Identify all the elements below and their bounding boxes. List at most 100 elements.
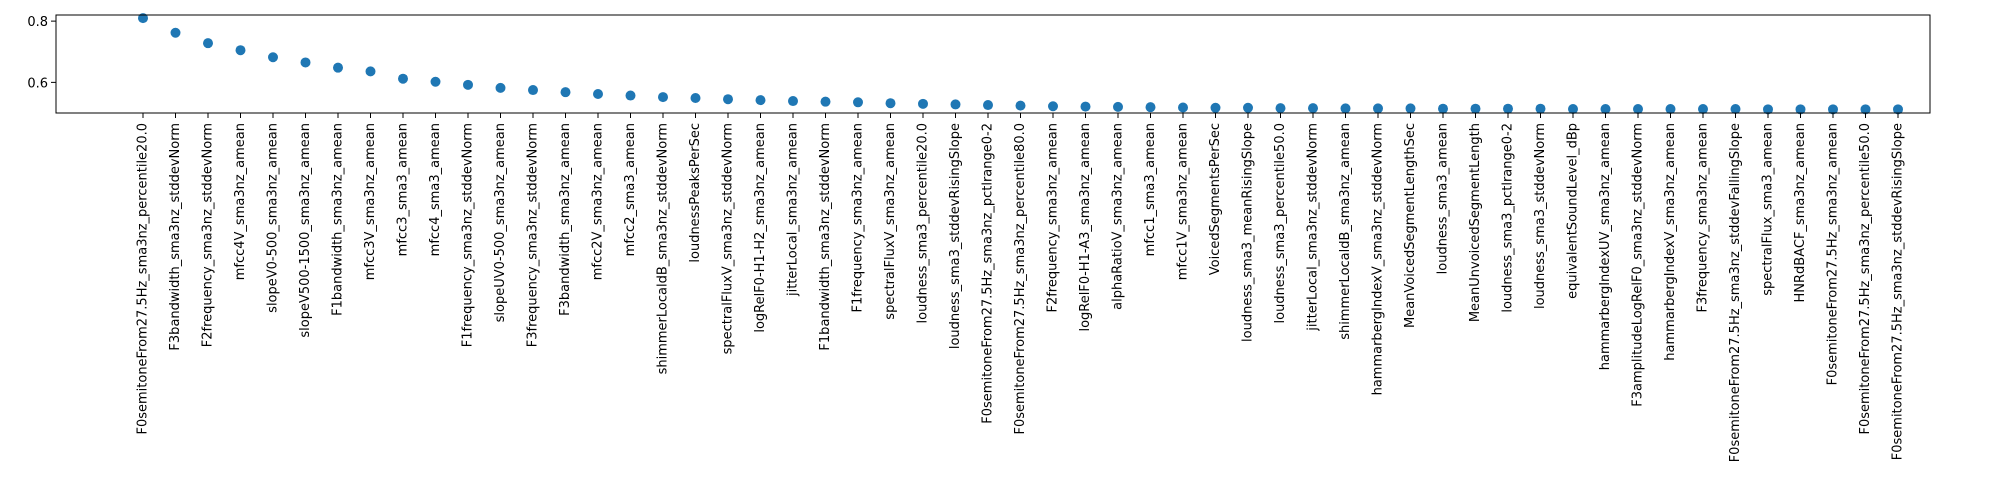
x-tick-label: hammarbergIndexV_sma3nz_amean (1663, 123, 1678, 361)
data-point (528, 85, 538, 96)
data-point (1795, 104, 1806, 115)
data-point (1763, 104, 1773, 115)
data-point (983, 100, 993, 111)
x-tick-label: mfcc1_sma3_amean (1143, 123, 1158, 256)
data-point (1438, 103, 1448, 114)
x-tick-label: F1frequency_sma3nz_amean (851, 123, 866, 313)
x-tick-label: HNRdBACF_sma3nz_amean (1793, 123, 1808, 303)
data-point (268, 52, 278, 63)
x-tick-label: shimmerLocaldB_sma3nz_amean (1338, 123, 1353, 340)
data-point (950, 99, 961, 110)
x-tick-label: hammarbergIndexV_sma3nz_stddevNorm (1371, 123, 1386, 395)
x-tick-label: spectralFluxV_sma3nz_stddevNorm (721, 123, 736, 354)
data-point (885, 98, 896, 109)
data-point (1178, 102, 1188, 113)
x-tick-label: loudness_sma3_stddevNorm (1533, 123, 1548, 309)
x-tick-label: F3frequency_sma3nz_amean (1696, 123, 1711, 313)
data-point (138, 13, 148, 24)
x-tick-label: mfcc4_sma3_amean (428, 123, 443, 256)
x-tick-label: F1frequency_sma3nz_stddevNorm (461, 123, 476, 347)
x-tick-label: mfcc1V_sma3nz_amean (1176, 123, 1191, 280)
data-point (1405, 103, 1416, 114)
data-point (1633, 104, 1643, 115)
x-tick-label: mfcc2_sma3_amean (623, 123, 638, 256)
data-point (1275, 103, 1286, 114)
x-tick-label: F1bandwidth_sma3nz_amean (331, 123, 346, 316)
x-tick-label: F3bandwidth_sma3nz_stddevNorm (168, 123, 183, 351)
data-point (918, 98, 928, 109)
x-tick-label: mfcc3_sma3_amean (396, 123, 411, 256)
data-point (300, 57, 311, 68)
data-point (170, 27, 181, 38)
x-tick-label: slopeUV0-500_sma3nz_amean (493, 123, 508, 322)
data-point (1145, 102, 1156, 113)
data-point (1210, 102, 1221, 113)
x-tick-label: slopeV0-500_sma3nz_amean (266, 123, 281, 313)
data-point (853, 97, 863, 108)
data-point (235, 45, 246, 56)
data-point (1600, 104, 1611, 115)
data-point (1048, 101, 1058, 112)
data-point (755, 95, 766, 106)
x-tick-label: mfcc3V_sma3nz_amean (363, 123, 378, 280)
x-tick-label: equivalentSoundLevel_dBp (1566, 123, 1581, 299)
x-tick-label: F0semitoneFrom27.5Hz_sma3nz_amean (1826, 123, 1841, 385)
data-point (820, 96, 831, 107)
x-tick-label: loudness_sma3_amean (1436, 123, 1451, 274)
data-point (398, 73, 408, 84)
data-point (723, 94, 733, 105)
x-tick-label: spectralFluxV_sma3nz_amean (883, 123, 898, 320)
data-point (203, 38, 213, 49)
data-point (1730, 104, 1741, 115)
data-point (1080, 101, 1091, 112)
data-point (1535, 103, 1546, 114)
data-point (1243, 102, 1253, 113)
x-tick-label: loudness_sma3_percentile20.0 (916, 123, 931, 323)
x-tick-label: F2frequency_sma3nz_amean (1046, 123, 1061, 313)
data-point (1828, 104, 1838, 115)
data-point (1860, 104, 1871, 115)
x-tick-label: loudness_sma3_percentile50.0 (1273, 123, 1288, 323)
x-tick-label: MeanVoicedSegmentLengthSec (1403, 123, 1418, 328)
x-tick-label: VoicedSegmentsPerSec (1208, 123, 1223, 275)
plot-frame (55, 14, 1931, 114)
data-point (560, 87, 571, 98)
x-tick-label: jitterLocal_sma3nz_stddevNorm (1306, 123, 1321, 332)
x-tick-label: F0semitoneFrom27.5Hz_sma3nz_percentile50… (1858, 123, 1873, 435)
data-point (788, 96, 798, 107)
data-point (463, 79, 473, 90)
y-axis: 0.6 0.8 (27, 15, 56, 91)
x-tick-label: spectralFlux_sma3_amean (1761, 123, 1776, 296)
x-tick-label: slopeV500-1500_sma3nz_amean (298, 123, 313, 338)
x-tick-label: F1bandwidth_sma3nz_stddevNorm (818, 123, 833, 351)
x-tick-label: loudnessPeaksPerSec (688, 123, 703, 263)
data-point (1893, 104, 1903, 115)
data-point (365, 66, 376, 77)
x-tick-label: F3amplitudeLogRelF0_sma3nz_stddevNorm (1631, 123, 1646, 407)
x-tick-label: F0semitoneFrom27.5Hz_sma3nz_stddevRising… (1891, 123, 1906, 460)
data-point (690, 92, 701, 103)
data-point (1568, 104, 1578, 115)
x-tick-label: F3frequency_sma3nz_stddevNorm (526, 123, 541, 347)
y-tick-label: 0.6 (27, 76, 48, 91)
x-tick-label: logRelF0-H1-H2_sma3nz_amean (753, 123, 768, 333)
x-tick-label: loudness_sma3_pctlrange0-2 (1501, 123, 1516, 313)
data-point (625, 90, 636, 101)
data-point (430, 76, 441, 87)
data-point (1665, 104, 1676, 115)
x-tick-label: MeanUnvoicedSegmentLength (1468, 123, 1483, 322)
x-tick-label: F0semitoneFrom27.5Hz_sma3nz_percentile80… (1013, 123, 1028, 435)
y-tick-label: 0.8 (27, 15, 48, 30)
data-point (1308, 103, 1318, 114)
data-point (593, 89, 603, 100)
data-point (1015, 100, 1026, 111)
chart-marks (138, 13, 1903, 115)
x-axis: F0semitoneFrom27.5Hz_sma3nz_percentile20… (136, 113, 1906, 462)
data-point (1698, 104, 1708, 115)
data-point (1373, 103, 1383, 114)
x-tick-label: alphaRatioV_sma3nz_amean (1111, 123, 1126, 310)
data-point (1503, 103, 1513, 114)
x-tick-label: shimmerLocaldB_sma3nz_stddevNorm (656, 123, 671, 374)
x-tick-label: mfcc2V_sma3nz_amean (591, 123, 606, 280)
